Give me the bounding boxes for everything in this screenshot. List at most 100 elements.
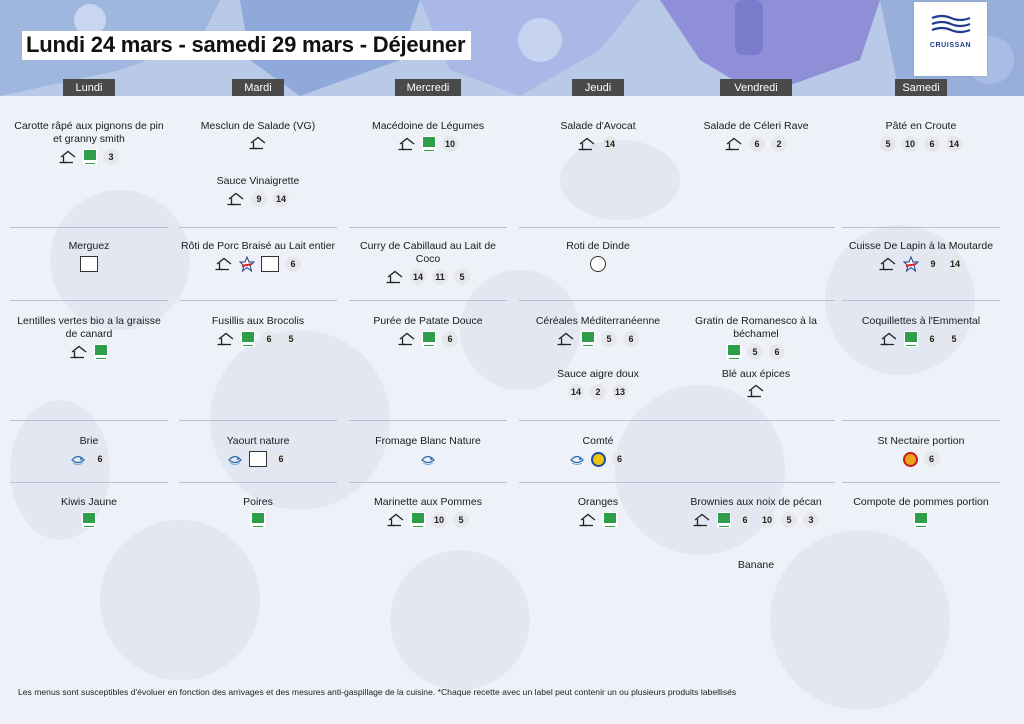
dish-item: Yaourt nature 6 [179, 435, 337, 467]
day-header-lundi: Lundi [63, 79, 115, 96]
dish-name: Coquillettes à l'Emmental [861, 315, 981, 327]
dish-labels: 5 10 6 14 [842, 136, 1000, 152]
dish-item: Sauce aigre doux 14 2 13 [519, 368, 677, 400]
dish-item: Fromage Blanc Nature [349, 435, 507, 467]
dish-name: Carotte râpé aux pignons de pin et grann… [14, 120, 164, 145]
peche-durable-icon [227, 451, 243, 467]
logo-name: CRUISSAN [929, 42, 972, 49]
row-divider [677, 482, 835, 483]
dish-name: Fromage Blanc Nature [375, 435, 481, 447]
row-divider [349, 482, 507, 483]
dish-labels [519, 512, 677, 528]
dish-item: Carotte râpé aux pignons de pin et grann… [10, 120, 168, 165]
row-divider [179, 420, 337, 421]
dish-item: Banane [677, 559, 835, 572]
allergen-badge: 9 [925, 256, 941, 272]
igp-label-icon [590, 451, 606, 467]
circuit-court-icon [261, 256, 279, 272]
dish-item: Brie 6 [10, 435, 168, 467]
dish-item: Oranges [519, 496, 677, 528]
bio-leaf-icon [915, 513, 927, 523]
dish-name: Compote de pommes portion [853, 496, 989, 508]
allergen-badge: 10 [442, 136, 458, 152]
bio-label-icon [603, 512, 617, 528]
bio-leaf-icon [242, 332, 254, 342]
row-divider [519, 482, 677, 483]
fait-maison-icon [386, 270, 404, 284]
dish-labels: 6 [179, 451, 337, 467]
row-divider [842, 300, 1000, 301]
bio-leaf-icon [728, 345, 740, 355]
bio-leaf-icon [412, 513, 424, 523]
row-divider [349, 300, 507, 301]
fait-maison-icon [398, 332, 416, 346]
allergen-badge: 5 [747, 344, 763, 360]
row-divider [519, 300, 677, 301]
dish-labels: 6 [842, 451, 1000, 467]
dish-labels: 14 [519, 136, 677, 152]
allergen-badge: 5 [781, 512, 797, 528]
bio-label-icon [581, 331, 595, 347]
bio-label-icon [422, 136, 436, 152]
dish-name: Curry de Cabillaud au Lait de Coco [360, 240, 496, 265]
fait-maison-icon [579, 513, 597, 527]
dish-labels: 14 11 5 [349, 269, 507, 285]
dish-name: Oranges [577, 496, 619, 508]
row-divider [842, 482, 1000, 483]
bio-leaf-icon [718, 513, 730, 523]
bio-label-icon [411, 512, 425, 528]
allergen-badge: 5 [601, 331, 617, 347]
dish-item: Gratin de Romanesco à la béchamel 5 6 [677, 315, 835, 360]
allergen-badge: 3 [103, 149, 119, 165]
allergen-badge: 6 [737, 512, 753, 528]
dish-item: Poires [179, 496, 337, 528]
dish-labels: 6 [349, 331, 507, 347]
row-divider [10, 420, 168, 421]
fait-maison-icon [227, 192, 245, 206]
day-header-samedi: Samedi [895, 79, 947, 96]
dish-item: Rôti de Porc Braisé au Lait entier 6 [179, 240, 337, 272]
dish-item: Céréales Méditerranéenne 5 6 [519, 315, 677, 347]
dish-name: Marinette aux Pommes [374, 496, 482, 508]
allergen-badge: 6 [924, 136, 940, 152]
row-divider [10, 227, 168, 228]
aop-label-icon [902, 451, 918, 467]
dish-labels: 9 14 [179, 191, 337, 207]
bio-label-icon [904, 331, 918, 347]
row-divider [842, 420, 1000, 421]
fait-maison-icon [398, 137, 416, 151]
dish-item: Salade d'Avocat 14 [519, 120, 677, 152]
fait-maison-icon [387, 513, 405, 527]
dish-name: Rôti de Porc Braisé au Lait entier [180, 240, 336, 252]
dish-item: Curry de Cabillaud au Lait de Coco 14 11 5 [349, 240, 507, 285]
row-divider [179, 300, 337, 301]
allergen-badge: 14 [946, 136, 962, 152]
row-divider [519, 420, 677, 421]
fait-maison-icon [217, 332, 235, 346]
allergen-badge: 6 [273, 451, 289, 467]
day-header-vendredi: Vendredi [720, 79, 792, 96]
dish-item: Purée de Patate Douce 6 [349, 315, 507, 347]
bio-leaf-icon [83, 513, 95, 523]
waves-icon [931, 14, 971, 34]
allergen-badge: 10 [431, 512, 447, 528]
dish-labels: 9 14 [842, 256, 1000, 272]
fait-maison-icon [879, 257, 897, 271]
dish-labels: 10 [349, 136, 507, 152]
row-divider [677, 227, 835, 228]
fait-maison-icon [249, 136, 267, 150]
fait-maison-icon [693, 513, 711, 527]
peche-durable-icon [569, 451, 585, 467]
dish-name: Banane [737, 559, 775, 571]
allergen-badge: 2 [771, 136, 787, 152]
row-divider [677, 420, 835, 421]
peche-durable-icon [70, 451, 86, 467]
dish-item: Mesclun de Salade (VG) [179, 120, 337, 150]
dish-name: Purée de Patate Douce [373, 315, 483, 327]
bio-label-icon [251, 512, 265, 528]
cruissan-logo: CRUISSAN [914, 2, 987, 76]
allergen-badge: 5 [283, 331, 299, 347]
